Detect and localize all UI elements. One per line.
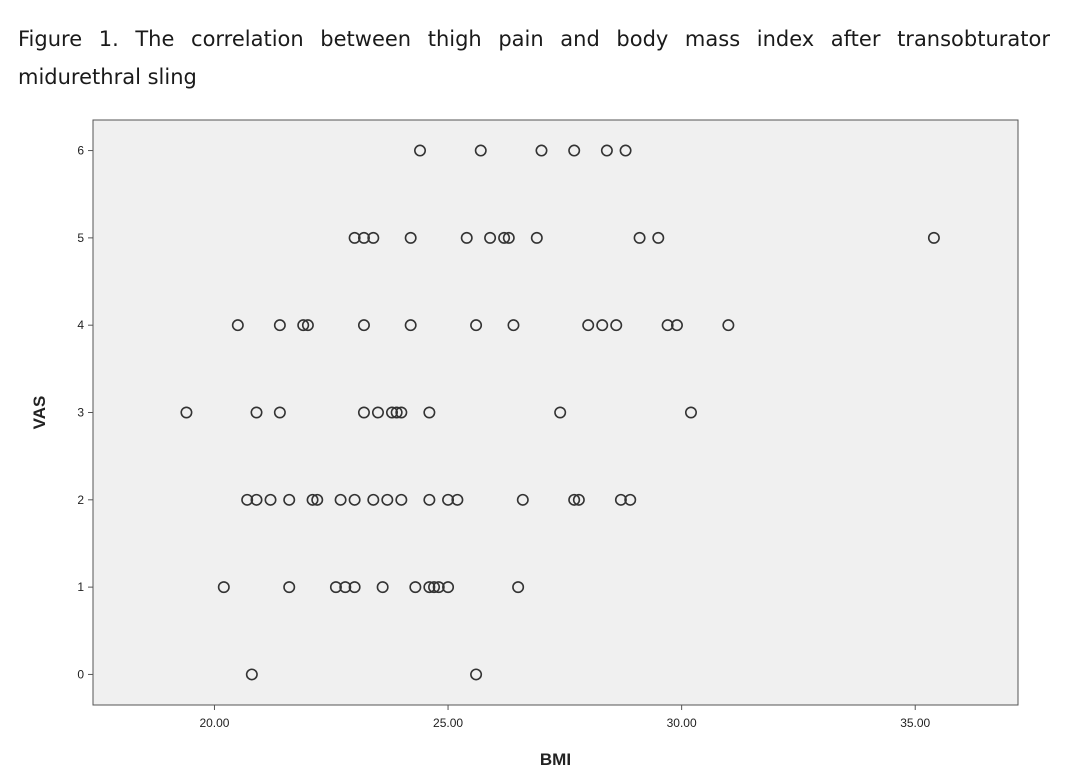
data-point: [442, 581, 455, 594]
data-point: [428, 581, 441, 594]
x-axis: 20.00 25.00 30.00 35.00: [199, 705, 931, 730]
x-axis-title: BMI: [540, 750, 571, 769]
data-point: [385, 406, 398, 419]
y-tick-label: 1: [77, 580, 84, 594]
data-point: [474, 144, 487, 157]
data-point: [348, 493, 361, 506]
data-point: [390, 406, 403, 419]
data-point: [250, 493, 263, 506]
x-tick-label: 25.00: [433, 716, 463, 730]
data-point: [297, 319, 310, 332]
y-tick-label: 6: [77, 144, 84, 158]
data-point: [381, 493, 394, 506]
data-point: [180, 406, 193, 419]
data-point: [600, 144, 613, 157]
data-point: [357, 406, 370, 419]
data-point: [348, 581, 361, 594]
data-point: [596, 319, 609, 332]
data-point: [404, 231, 417, 244]
x-tick-label: 20.00: [199, 716, 229, 730]
data-point: [367, 493, 380, 506]
data-point: [470, 668, 483, 681]
data-point: [624, 493, 637, 506]
data-point: [301, 319, 314, 332]
data-point: [395, 493, 408, 506]
y-tick-label: 2: [77, 493, 84, 507]
data-point: [357, 319, 370, 332]
data-point: [348, 231, 361, 244]
data-point: [661, 319, 674, 332]
data-point: [283, 493, 296, 506]
y-axis: 0 1 2 3 4 5 6: [77, 144, 93, 681]
data-point: [610, 319, 623, 332]
data-point: [554, 406, 567, 419]
data-point: [619, 144, 632, 157]
data-point: [395, 406, 408, 419]
data-point: [404, 319, 417, 332]
data-point: [409, 581, 422, 594]
y-tick-label: 4: [77, 318, 84, 332]
data-point: [250, 406, 263, 419]
data-point: [217, 581, 230, 594]
y-tick-label: 0: [77, 667, 84, 681]
data-point: [306, 493, 319, 506]
data-point: [339, 581, 352, 594]
data-point: [264, 493, 277, 506]
data-point: [722, 319, 735, 332]
data-point: [502, 231, 515, 244]
data-point: [572, 493, 585, 506]
data-point: [442, 493, 455, 506]
data-point: [652, 231, 665, 244]
data-point: [423, 581, 436, 594]
data-point: [423, 406, 436, 419]
data-point: [670, 319, 683, 332]
data-point: [414, 144, 427, 157]
data-point: [423, 493, 436, 506]
data-point: [273, 319, 286, 332]
y-axis-title: VAS: [30, 396, 49, 430]
data-point: [283, 581, 296, 594]
data-point: [432, 581, 445, 594]
data-point: [231, 319, 244, 332]
data-points: [180, 144, 940, 681]
data-point: [357, 231, 370, 244]
data-point: [451, 493, 464, 506]
data-point: [530, 231, 543, 244]
data-point: [684, 406, 697, 419]
x-tick-label: 30.00: [667, 716, 697, 730]
y-tick-label: 3: [77, 406, 84, 420]
data-point: [245, 668, 258, 681]
data-point: [568, 493, 581, 506]
x-tick-label: 35.00: [900, 716, 930, 730]
data-point: [311, 493, 324, 506]
figure-caption: Figure 1. The correlation between thigh …: [18, 27, 1050, 89]
data-point: [460, 231, 473, 244]
data-point: [927, 231, 940, 244]
data-point: [371, 406, 384, 419]
y-tick-label: 5: [77, 231, 84, 245]
data-point: [507, 319, 520, 332]
data-point: [498, 231, 511, 244]
data-point: [614, 493, 627, 506]
data-point: [470, 319, 483, 332]
data-point: [334, 493, 347, 506]
data-point: [367, 231, 380, 244]
data-point: [535, 144, 548, 157]
data-point: [633, 231, 646, 244]
data-point: [568, 144, 581, 157]
data-point: [484, 231, 497, 244]
data-point: [241, 493, 254, 506]
data-point: [582, 319, 595, 332]
data-point: [273, 406, 286, 419]
data-point: [516, 493, 529, 506]
data-point: [512, 581, 525, 594]
data-point: [329, 581, 342, 594]
data-point: [376, 581, 389, 594]
